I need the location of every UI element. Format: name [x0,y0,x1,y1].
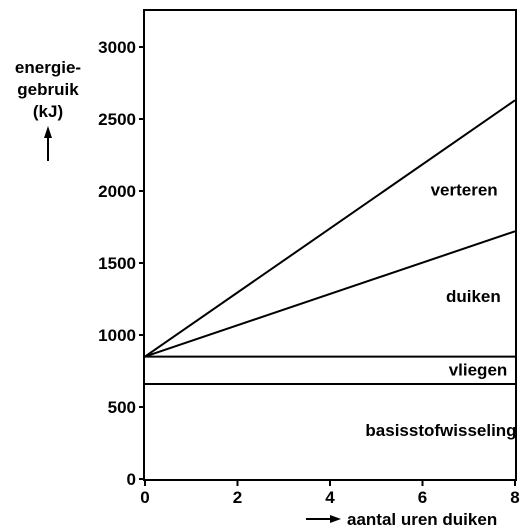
y-tick-label: 1000 [98,326,136,345]
x-tick-label: 2 [233,488,242,507]
up-arrow-icon [44,126,52,161]
y-axis-label-line-1: energie- [15,58,81,77]
series-line-4 [144,99,516,358]
x-axis-ticks: 0 2 4 6 8 [140,480,520,507]
y-axis-label-line-2: gebruik [17,80,79,99]
plot-frame [143,9,517,481]
region-label: duiken [446,287,501,306]
x-tick-label: 8 [510,488,519,507]
x-tick-label: 6 [418,488,427,507]
y-tick-label: 2500 [98,110,136,129]
region-label: verteren [431,181,498,200]
series-line-3 [144,230,516,358]
y-axis-ticks: 0 500 1000 1500 2000 2500 3000 [98,38,145,489]
x-tick-label: 0 [140,488,149,507]
series-lines [144,99,516,385]
region-label: basisstofwisseling [365,421,516,440]
y-tick-label: 0 [127,470,136,489]
x-tick-label: 4 [325,488,335,507]
y-tick-label: 500 [108,398,136,417]
region-label: vliegen [449,361,508,380]
y-axis-label: energie- gebruik (kJ) [15,58,81,161]
y-tick-label: 2000 [98,182,136,201]
y-tick-label: 1500 [98,254,136,273]
x-axis-label: aantal uren duiken [306,510,497,529]
x-axis-label-text: aantal uren duiken [347,510,497,529]
region-labels: verteren duiken vliegen basisstofwisseling [365,181,516,440]
y-axis-label-line-3: (kJ) [33,102,63,121]
right-arrow-icon [306,515,341,523]
y-tick-label: 3000 [98,38,136,57]
